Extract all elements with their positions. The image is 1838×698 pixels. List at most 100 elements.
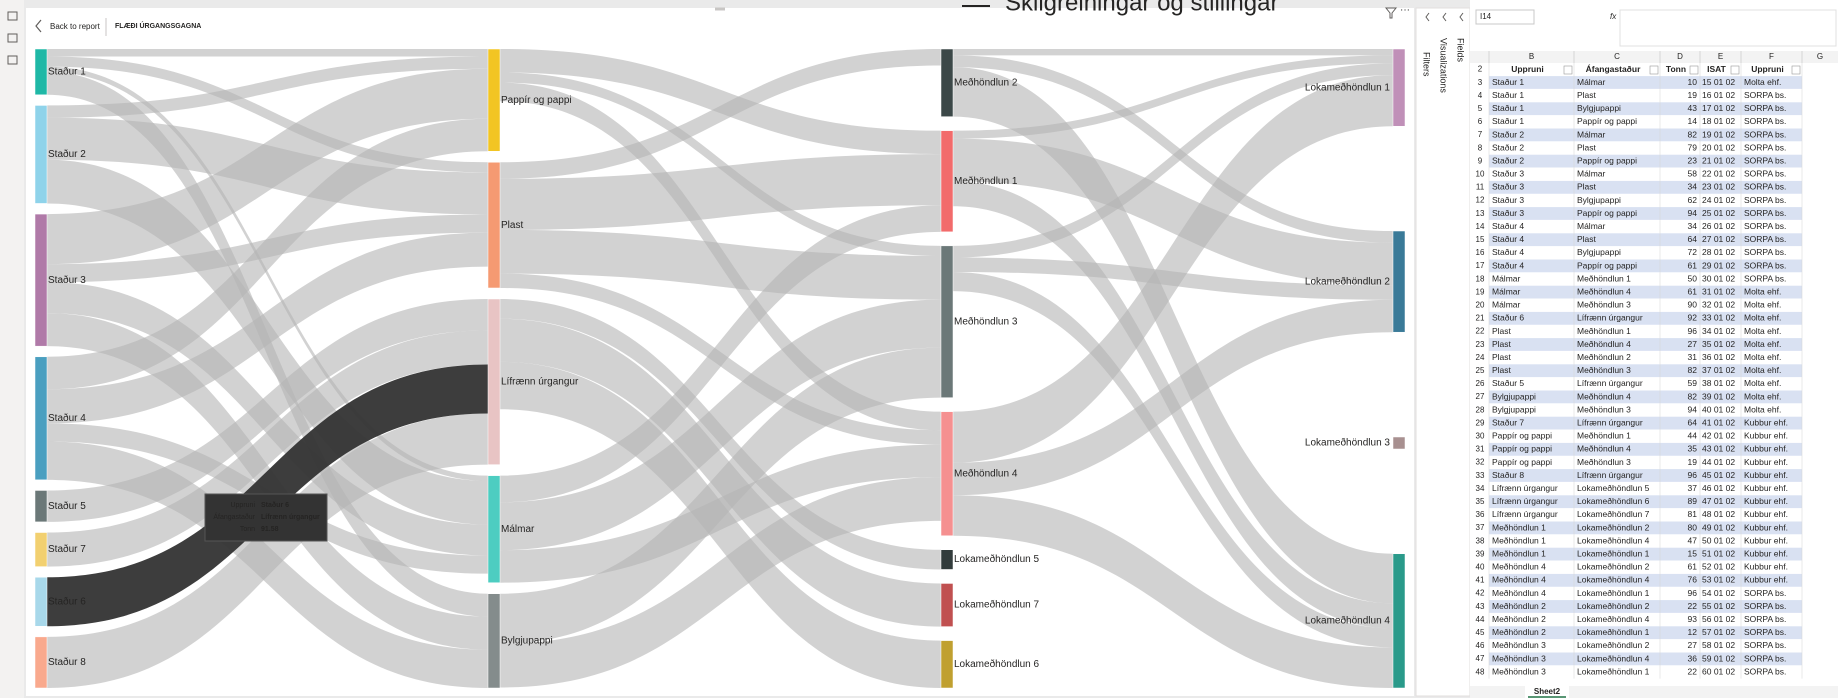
node[interactable]	[940, 549, 954, 570]
node[interactable]	[940, 583, 954, 627]
link[interactable]	[953, 55, 1393, 243]
node[interactable]	[1392, 48, 1406, 127]
filter-icon[interactable]	[1384, 7, 1398, 19]
link[interactable]	[953, 299, 1393, 496]
cell: 23	[1688, 156, 1698, 166]
filter-button[interactable]	[1563, 65, 1573, 75]
row-number: 8	[1478, 143, 1483, 152]
node[interactable]	[940, 411, 954, 537]
row-number: 13	[1476, 209, 1485, 218]
cell: 47 01 02	[1702, 496, 1735, 506]
node[interactable]	[1392, 436, 1406, 450]
link[interactable]	[953, 49, 1393, 56]
link[interactable]	[500, 154, 941, 230]
link[interactable]	[953, 271, 1393, 648]
cell: 16 01 02	[1702, 90, 1735, 100]
filter-button[interactable]	[1791, 65, 1801, 75]
link[interactable]	[500, 273, 941, 445]
link[interactable]	[47, 232, 488, 424]
node[interactable]	[940, 130, 954, 233]
cell: 34	[1688, 182, 1698, 192]
back-link[interactable]: Back to report	[50, 22, 101, 31]
cell: Meðhöndlun 4	[1577, 339, 1631, 349]
cell: 45 01 02	[1702, 470, 1735, 480]
node[interactable]	[487, 593, 501, 689]
node[interactable]	[34, 532, 48, 567]
link[interactable]	[953, 75, 1393, 463]
link[interactable]	[500, 49, 941, 179]
sheet-tab-label[interactable]: Sheet2	[1534, 687, 1561, 696]
back-arrow[interactable]	[35, 19, 42, 33]
cell: Kubbur ehf.	[1744, 509, 1788, 519]
link[interactable]	[500, 298, 941, 570]
link[interactable]	[953, 495, 1393, 688]
node[interactable]	[34, 105, 48, 204]
link[interactable]	[500, 49, 941, 155]
row-band	[1489, 128, 1802, 142]
node[interactable]	[1392, 553, 1406, 689]
node[interactable]	[34, 636, 48, 689]
cell: Molta ehf.	[1744, 339, 1781, 349]
pane-chevron[interactable]	[1459, 12, 1464, 22]
node[interactable]	[34, 490, 48, 523]
node[interactable]	[34, 356, 48, 481]
filter-button[interactable]	[1730, 65, 1740, 75]
cell: Meðhöndlun 4	[1492, 575, 1546, 585]
link[interactable]	[47, 118, 488, 390]
link[interactable]	[47, 66, 488, 481]
node[interactable]	[940, 48, 954, 117]
name-box[interactable]	[1475, 9, 1535, 25]
node[interactable]	[487, 48, 501, 152]
link[interactable]	[47, 298, 488, 522]
report-icon[interactable]	[7, 11, 18, 21]
link[interactable]	[47, 49, 488, 57]
pane-tab[interactable]: Visualizations	[1439, 38, 1449, 93]
data-icon[interactable]	[7, 33, 18, 43]
link[interactable]	[953, 55, 1393, 139]
node[interactable]	[34, 213, 48, 347]
node[interactable]	[1392, 230, 1406, 333]
node[interactable]	[940, 245, 954, 398]
sheet-tab[interactable]	[1525, 686, 1569, 698]
node[interactable]	[487, 475, 501, 583]
row-band	[1489, 364, 1802, 378]
link[interactable]	[500, 318, 941, 627]
link[interactable]	[47, 68, 488, 265]
node[interactable]	[34, 576, 48, 627]
pane-chevron[interactable]	[1442, 12, 1447, 22]
cell: Málmar	[1577, 169, 1606, 179]
pane-chevron[interactable]	[1425, 12, 1430, 22]
cell: 23 01 02	[1702, 182, 1735, 192]
node[interactable]	[487, 298, 501, 465]
node[interactable]	[940, 640, 954, 689]
node[interactable]	[34, 48, 48, 96]
model-icon[interactable]	[7, 55, 18, 65]
more-icon[interactable]: ···	[1400, 5, 1410, 16]
cell: 43	[1688, 103, 1698, 113]
filter-button[interactable]	[1689, 65, 1699, 75]
filter-button[interactable]	[1649, 65, 1659, 75]
link[interactable]	[953, 138, 1393, 286]
link[interactable]	[953, 63, 1393, 258]
link[interactable]	[47, 56, 488, 118]
link[interactable]	[953, 67, 1393, 604]
link[interactable]	[47, 330, 488, 567]
link[interactable]	[953, 257, 1393, 300]
node[interactable]	[487, 162, 501, 289]
row-number: 29	[1476, 418, 1485, 427]
link[interactable]	[47, 413, 488, 688]
pane-tab[interactable]: Fields	[1456, 38, 1466, 63]
pane-tab[interactable]: Filters	[1422, 52, 1432, 77]
link[interactable]	[500, 72, 941, 256]
column-header: Uppruni	[1751, 64, 1784, 74]
cell: 15	[1688, 549, 1698, 559]
link[interactable]	[500, 347, 941, 644]
link[interactable]	[500, 82, 941, 431]
cell: 24 01 02	[1702, 195, 1735, 205]
row-number: 44	[1476, 615, 1485, 624]
node-label: Staður 8	[48, 656, 86, 668]
cell: 19	[1688, 457, 1698, 467]
link[interactable]	[47, 56, 488, 173]
link[interactable]	[500, 361, 941, 688]
cell: 61	[1688, 562, 1698, 572]
